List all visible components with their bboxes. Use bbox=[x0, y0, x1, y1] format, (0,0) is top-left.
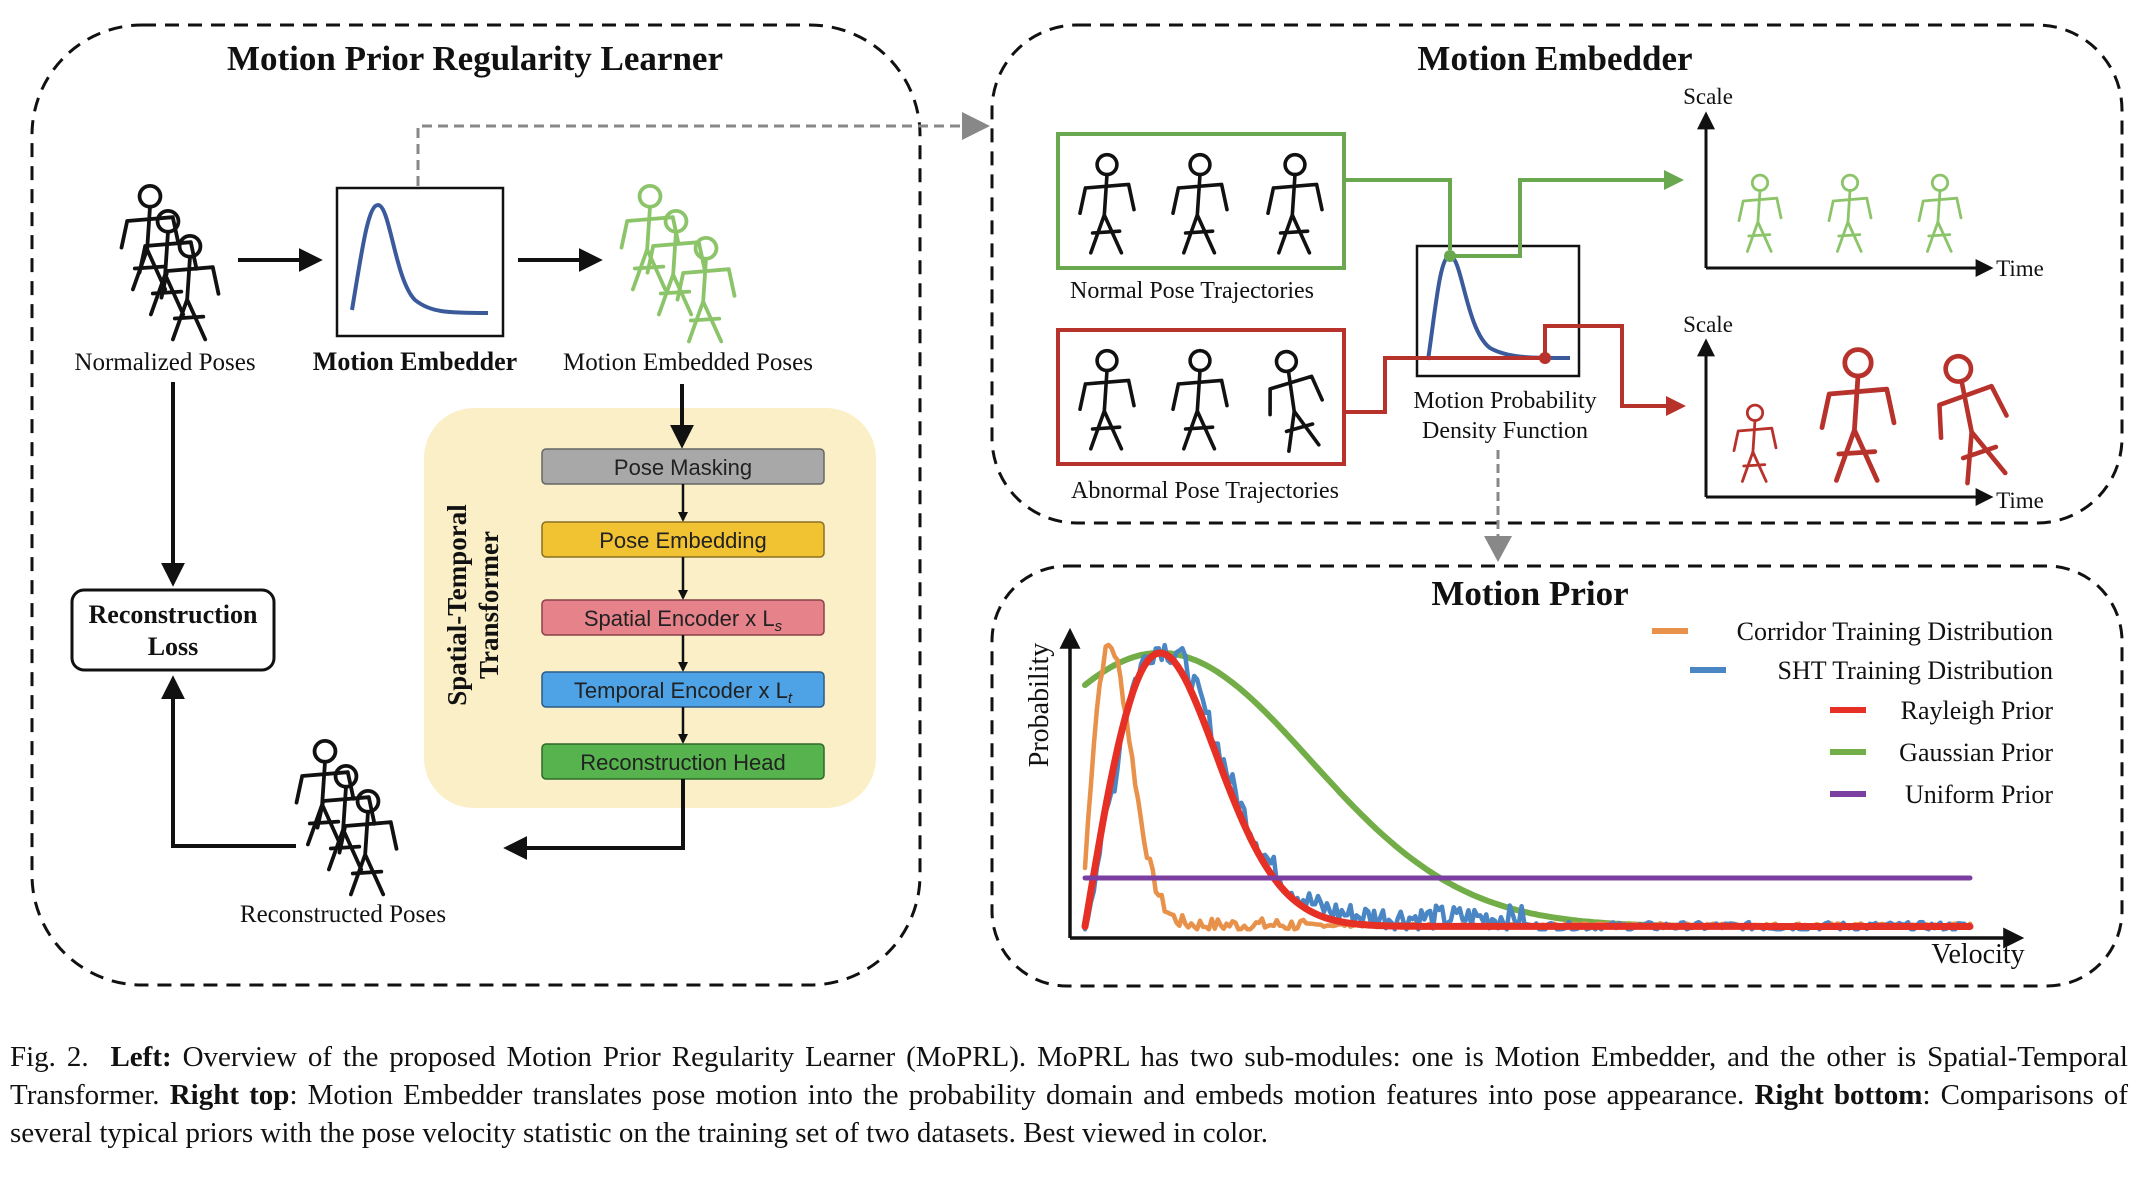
corridor-training-curve bbox=[1082, 642, 1973, 932]
caption-right-bottom-label: Right bottom bbox=[1754, 1079, 1923, 1111]
normal-trajectories-label: Normal Pose Trajectories bbox=[1070, 278, 1314, 304]
svg-text:Reconstruction Head: Reconstruction Head bbox=[580, 750, 785, 775]
chart-plot bbox=[1081, 642, 1974, 932]
motion-prior-panel-title: Motion Prior bbox=[1431, 574, 1628, 613]
figure-caption: Fig. 2. Left: Overview of the proposed M… bbox=[10, 1038, 2128, 1152]
normal-flow-arrow-out bbox=[1450, 170, 1684, 258]
left-panel-title: Motion Prior Regularity Learner bbox=[227, 39, 723, 78]
motion-embedder-panel-border bbox=[990, 23, 2124, 525]
block-pose-masking: Pose Masking bbox=[541, 448, 825, 485]
motion-embedder-panel-title: Motion Embedder bbox=[1417, 39, 1692, 78]
embedder-pdf-curve bbox=[350, 202, 489, 315]
reconstructed-poses-icon bbox=[294, 738, 399, 897]
transformer-label-line1: Spatial-Temporal bbox=[442, 504, 472, 706]
legend-sht: SHT Training Distribution bbox=[1778, 656, 2053, 685]
gaussian-prior-curve bbox=[1082, 649, 1973, 930]
svg-text:Pose Embedding: Pose Embedding bbox=[599, 528, 767, 553]
dashed-arrow-head bbox=[962, 112, 990, 140]
dashed-arrow-to-motion-prior-head bbox=[1484, 536, 1512, 562]
motion-embedded-poses-icon bbox=[619, 183, 737, 344]
normal-output-poses-icon bbox=[1737, 173, 1963, 253]
reconstruction-loss-line2: Loss bbox=[148, 632, 199, 661]
caption-left-label: Left: bbox=[110, 1041, 172, 1073]
legend-uniform: Uniform Prior bbox=[1905, 780, 2053, 809]
chart-legend: Corridor Training Distribution SHT Train… bbox=[1652, 617, 2053, 809]
caption-fig-number: Fig. 2. bbox=[10, 1041, 89, 1073]
figure-diagram: Motion Prior Regularity Learner Normaliz… bbox=[30, 23, 2124, 988]
block-temporal-encoder: Temporal Encoder x Lt bbox=[541, 671, 825, 708]
svg-text:Temporal Encoder x Lt: Temporal Encoder x Lt bbox=[574, 678, 793, 707]
arrow-reconstructed-to-loss bbox=[161, 675, 296, 848]
motion-embedded-poses-label: Motion Embedded Poses bbox=[563, 349, 813, 376]
normal-time-label: Time bbox=[1996, 256, 2044, 281]
abnormal-flow-dot bbox=[1539, 352, 1551, 364]
normal-flow-arrow bbox=[1344, 178, 1452, 250]
abnormal-time-label: Time bbox=[1996, 488, 2044, 513]
caption-right-bottom-text: : Comparisons of several typical priors … bbox=[10, 1079, 2129, 1149]
block-spatial-encoder: Spatial Encoder x Ls bbox=[541, 599, 825, 636]
normal-flow-dot bbox=[1444, 250, 1456, 262]
block-reconstruction-head: Reconstruction Head bbox=[541, 743, 825, 780]
abnormal-flow-arrow bbox=[1344, 324, 1686, 416]
transformer-label-line2: Transformer bbox=[474, 531, 504, 679]
pdf-label-line1: Motion Probability bbox=[1413, 388, 1596, 414]
dashed-arrow-to-motion-embedder bbox=[416, 124, 968, 186]
caption-right-top-label: Right top bbox=[169, 1079, 290, 1111]
reconstruction-loss-line1: Reconstruction bbox=[89, 600, 259, 629]
chart-ylabel: Probability bbox=[1024, 643, 1055, 767]
abnormal-output-poses-icon bbox=[1732, 348, 2021, 487]
reconstructed-poses-label: Reconstructed Poses bbox=[240, 901, 446, 928]
legend-corridor: Corridor Training Distribution bbox=[1737, 617, 2053, 646]
caption-left-text: Overview of the proposed Motion Prior Re… bbox=[10, 1041, 2128, 1111]
normalized-poses-icon bbox=[119, 183, 221, 342]
motion-embedder-label: Motion Embedder bbox=[313, 347, 517, 376]
pdf-label-line2: Density Function bbox=[1422, 418, 1588, 444]
abnormal-trajectories-label: Abnormal Pose Trajectories bbox=[1071, 478, 1339, 504]
block-pose-embedding: Pose Embedding bbox=[541, 521, 825, 558]
legend-gaussian: Gaussian Prior bbox=[1899, 738, 2053, 767]
abnormal-scale-time-axes bbox=[1697, 338, 1994, 506]
abnormal-scale-label: Scale bbox=[1683, 312, 1733, 337]
normalized-poses-label: Normalized Poses bbox=[74, 349, 255, 376]
caption-right-top-text: : Motion Embedder translates pose motion… bbox=[289, 1079, 1745, 1111]
normal-scale-time-axes bbox=[1697, 111, 1994, 277]
svg-text:Spatial Encoder x Ls: Spatial Encoder x Ls bbox=[584, 606, 783, 635]
left-panel-border bbox=[30, 23, 922, 987]
rayleigh-prior-curve bbox=[1081, 649, 1974, 930]
motion-prior-panel-border bbox=[990, 564, 2124, 988]
chart-xlabel: Velocity bbox=[1931, 939, 2024, 970]
normal-scale-label: Scale bbox=[1683, 84, 1733, 109]
legend-rayleigh: Rayleigh Prior bbox=[1901, 696, 2054, 725]
sht-training-curve bbox=[1082, 642, 1973, 932]
arrow-head-to-reconstructed bbox=[503, 779, 685, 860]
svg-text:Pose Masking: Pose Masking bbox=[614, 455, 752, 480]
reconstruction-loss-box bbox=[70, 588, 276, 672]
